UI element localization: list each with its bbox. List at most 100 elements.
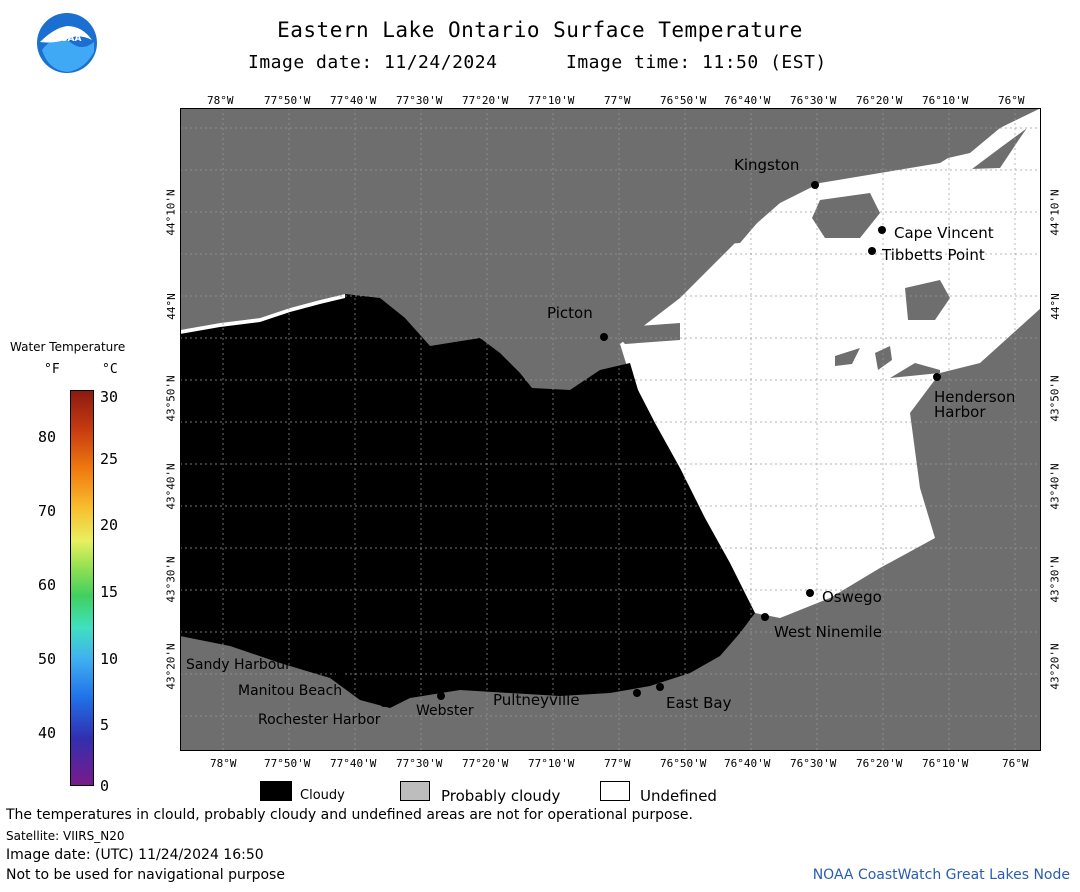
lon-label-top: 76°20'W xyxy=(856,94,903,107)
lon-label-bottom: 77°20'W xyxy=(462,757,509,770)
rochester-harbor-marker xyxy=(380,699,388,707)
lon-label-top: 77°50'W xyxy=(264,94,311,107)
c-tick: 0 xyxy=(100,777,110,795)
lon-label-bottom: 77°10'W xyxy=(528,757,575,770)
island xyxy=(940,120,1000,158)
lon-label-bottom: 76°30'W xyxy=(790,757,837,770)
lat-label-right: 43°30'N xyxy=(1048,556,1062,603)
lon-label-top: 76°10'W xyxy=(922,94,969,107)
lon-label-bottom: 76°50'W xyxy=(660,757,707,770)
lon-label-bottom: 77°50'W xyxy=(264,757,311,770)
webster-label: Webster xyxy=(416,703,474,719)
lat-label-left: 43°40'N xyxy=(164,463,178,510)
graticule xyxy=(180,108,1041,751)
henderson-harbor-marker xyxy=(933,373,941,381)
island xyxy=(695,188,770,246)
colorbar-gradient xyxy=(70,390,94,786)
picton-label: Picton xyxy=(547,304,593,322)
c-tick: 25 xyxy=(100,450,119,468)
lon-label-top: 77°30'W xyxy=(396,94,443,107)
lon-label-bottom: 78°W xyxy=(210,757,237,770)
tibbetts-point-marker xyxy=(868,247,876,255)
lon-label-top: 76°W xyxy=(998,94,1025,107)
cape-vincent-marker xyxy=(878,226,886,234)
footer-satellite: Satellite: VIIRS_N20 xyxy=(6,829,125,843)
lat-label-left: 43°30'N xyxy=(164,556,178,603)
lon-label-top: 76°50'W xyxy=(660,94,707,107)
lon-label-top: 78°W xyxy=(207,94,234,107)
sandy-harbour-label: Sandy Harbour xyxy=(186,657,291,673)
pultneyville-label: Pultneyville xyxy=(493,691,580,709)
lat-label-left: 43°20'N xyxy=(164,643,178,690)
f-tick: 80 xyxy=(38,428,57,446)
north-shore xyxy=(380,293,545,388)
west-ninemile-label: West Ninemile xyxy=(774,623,882,641)
sandy-harbour-marker xyxy=(265,648,273,656)
east-bay-marker xyxy=(656,683,664,691)
legend-label-cloudy: Cloudy xyxy=(300,788,345,803)
oswego-label: Oswego xyxy=(822,588,882,606)
lon-label-top: 77°40'W xyxy=(330,94,377,107)
lat-label-left: 44°N xyxy=(164,293,178,320)
island xyxy=(610,323,680,344)
c-tick: 20 xyxy=(100,516,119,534)
kingston-label: Kingston xyxy=(734,156,800,174)
island xyxy=(812,193,880,238)
henderson-label: Henderson xyxy=(934,388,1016,406)
kingston-marker xyxy=(811,181,819,189)
lon-label-bottom: 76°10'W xyxy=(922,757,969,770)
lon-label-top: 77°W xyxy=(604,94,631,107)
east-shore xyxy=(890,308,1041,538)
lon-label-bottom: 77°30'W xyxy=(396,757,443,770)
legend-swatch-probably-cloudy xyxy=(400,781,430,801)
lon-label-top: 77°10'W xyxy=(528,94,575,107)
noaa-logo: NOAA xyxy=(36,12,98,74)
lat-label-right: 44°N xyxy=(1048,293,1062,320)
c-tick: 15 xyxy=(100,583,119,601)
lat-label-right: 43°50'N xyxy=(1048,375,1062,422)
lon-label-top: 76°30'W xyxy=(790,94,837,107)
c-tick: 30 xyxy=(100,388,119,406)
legend-swatch-cloudy xyxy=(260,781,292,801)
lat-label-left: 44°10'N xyxy=(164,189,178,236)
temperature-map xyxy=(180,108,1041,751)
footer-note: The temperatures in clould, probably clo… xyxy=(6,807,693,823)
lon-label-top: 76°40'W xyxy=(724,94,771,107)
cloudy-region xyxy=(180,294,755,708)
lon-label-bottom: 77°W xyxy=(604,757,631,770)
picton-marker xyxy=(600,333,608,341)
c-tick: 10 xyxy=(100,650,119,668)
image-time: Image time: 11:50 (EST) xyxy=(566,52,827,73)
f-tick: 60 xyxy=(38,576,57,594)
c-tick: 5 xyxy=(100,716,110,734)
colorbar-title: Water Temperature xyxy=(10,340,126,354)
lat-label-right: 43°40'N xyxy=(1048,463,1062,510)
manitou-beach-marker xyxy=(336,670,344,678)
west-ninemile-marker xyxy=(761,613,769,621)
lon-label-bottom: 76°20'W xyxy=(856,757,903,770)
lat-label-left: 43°50'N xyxy=(164,375,178,422)
lat-label-right: 44°10'N xyxy=(1048,189,1062,236)
sodus-marker xyxy=(633,689,641,697)
rochester-harbor-label: Rochester Harbor xyxy=(258,712,381,728)
lon-label-bottom: 76°W xyxy=(1002,757,1029,770)
footer-utc-date: Image date: (UTC) 11/24/2024 16:50 xyxy=(6,847,264,863)
island xyxy=(905,280,950,320)
footer-nav-warning: Not to be used for navigational purpose xyxy=(6,867,285,883)
undefined-region xyxy=(620,108,1041,618)
lon-label-bottom: 77°40'W xyxy=(330,757,377,770)
lon-label-bottom: 76°40'W xyxy=(724,757,771,770)
legend-label-undefined: Undefined xyxy=(640,787,717,805)
legend-swatch-undefined xyxy=(600,781,630,801)
f-tick: 70 xyxy=(38,502,57,520)
pultneyville-marker xyxy=(541,682,549,690)
lon-label-top: 77°20'W xyxy=(462,94,509,107)
oswego-marker xyxy=(806,589,814,597)
tibbetts-point-label: Tibbetts Point xyxy=(882,246,985,264)
footer-credit: NOAA CoastWatch Great Lakes Node xyxy=(812,867,1070,883)
f-tick: 40 xyxy=(38,724,57,742)
cape-vincent-label: Cape Vincent xyxy=(894,224,994,242)
f-tick: 50 xyxy=(38,650,57,668)
unit-fahrenheit: °F xyxy=(44,362,60,377)
lat-label-right: 43°20'N xyxy=(1048,643,1062,690)
